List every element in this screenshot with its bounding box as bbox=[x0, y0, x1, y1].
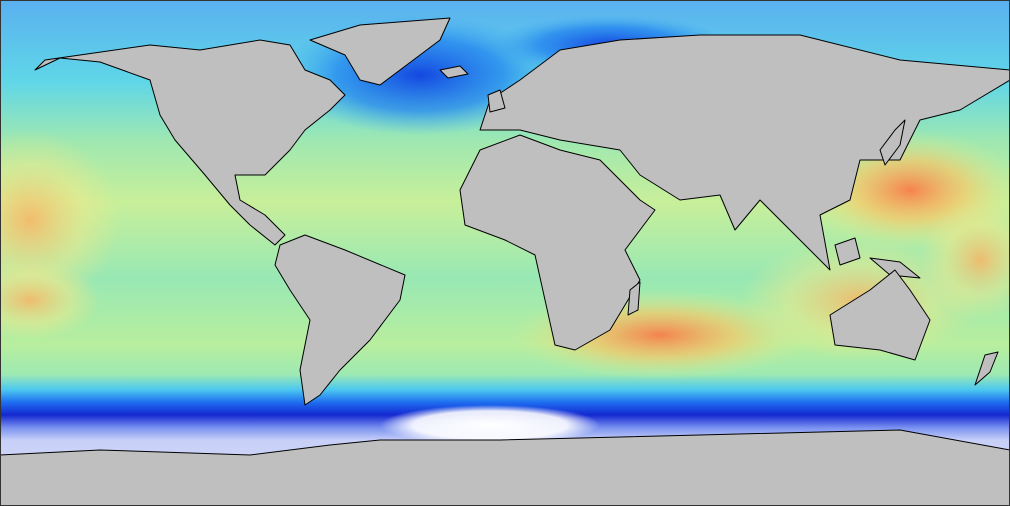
warm-region bbox=[0, 260, 100, 340]
new-zealand bbox=[974, 351, 999, 386]
land bbox=[0, 17, 1010, 506]
greenland bbox=[309, 17, 451, 86]
australia bbox=[829, 269, 931, 361]
borneo bbox=[834, 237, 861, 266]
antarctica bbox=[0, 429, 1010, 506]
north-america bbox=[34, 39, 346, 246]
madagascar bbox=[627, 281, 641, 316]
africa bbox=[459, 134, 656, 351]
japan bbox=[879, 119, 906, 166]
ice-region bbox=[380, 405, 600, 445]
warm-region bbox=[920, 200, 1010, 320]
eurasia bbox=[479, 34, 1010, 271]
britain bbox=[487, 89, 506, 113]
iceland bbox=[439, 65, 469, 79]
new-guinea bbox=[869, 257, 921, 279]
south-america bbox=[274, 234, 406, 406]
